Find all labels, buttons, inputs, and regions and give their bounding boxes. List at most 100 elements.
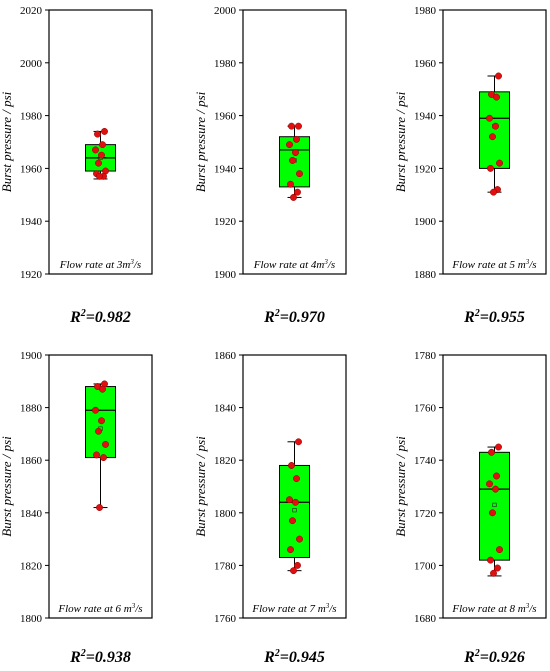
- panel-2: 1900 1920 1940 1960 1980 2000 Burst pressure /…: [193, 5, 347, 326]
- data-point: [286, 141, 293, 149]
- r2-label: R2=0.945: [263, 648, 325, 666]
- y-tick-label: 1940: [414, 111, 437, 123]
- data-point: [287, 546, 294, 554]
- data-point: [292, 498, 299, 506]
- data-point: [96, 504, 103, 511]
- data-point: [494, 564, 501, 572]
- data-point: [96, 172, 103, 180]
- r2-label: R2=0.938: [69, 648, 131, 666]
- data-point: [495, 443, 502, 451]
- data-point: [493, 472, 500, 480]
- y-tick-label: 1840: [20, 508, 43, 520]
- data-point: [102, 440, 109, 448]
- data-point: [493, 93, 500, 101]
- x-axis-label: Flow rate at 3m3/s: [59, 258, 141, 271]
- panel-4: 1800 1820 1840 1860 1880 1900 Burst pressure /…: [0, 350, 153, 666]
- data-point: [486, 480, 493, 488]
- data-point: [293, 475, 300, 483]
- data-point: [95, 427, 102, 435]
- box-mean: [492, 502, 497, 508]
- y-tick-label: 1980: [214, 58, 237, 70]
- plot-frame: [442, 9, 547, 275]
- y-tick-label: 1980: [20, 111, 43, 123]
- data-point: [296, 170, 303, 178]
- y-tick-label: 1960: [20, 163, 43, 175]
- data-point: [92, 406, 99, 414]
- y-tick-label: 1880: [20, 403, 43, 415]
- data-point: [490, 569, 497, 577]
- data-point: [99, 385, 106, 393]
- y-tick-label: 1700: [414, 560, 437, 572]
- data-point: [94, 130, 101, 138]
- y-tick-label: 2000: [20, 58, 43, 70]
- data-point: [289, 157, 296, 164]
- data-point: [93, 451, 100, 459]
- y-axis-label: Burst pressure / psi: [193, 436, 208, 537]
- y-tick-label: 1880: [414, 269, 437, 281]
- data-point: [294, 561, 301, 569]
- data-point: [496, 159, 503, 167]
- y-tick-label: 1900: [414, 216, 437, 228]
- data-point: [98, 417, 105, 425]
- data-point: [486, 114, 493, 122]
- panel-3: 1880 1900 1920 1940 1960 1980 Burst pressure /…: [393, 5, 547, 326]
- y-tick-label: 1740: [414, 455, 437, 467]
- y-tick-label: 1820: [214, 455, 237, 467]
- y-tick-label: 1900: [20, 350, 43, 362]
- data-point: [294, 188, 301, 196]
- data-point: [92, 146, 99, 154]
- plot-frame: [48, 9, 153, 275]
- y-tick-label: 1960: [414, 58, 437, 70]
- y-tick-label: 1980: [414, 5, 437, 17]
- data-point: [288, 462, 295, 469]
- y-tick-label: 1920: [20, 269, 43, 281]
- y-axis-label: Burst pressure / psi: [0, 91, 14, 192]
- box-iqr: [479, 451, 510, 561]
- y-axis-label: Burst pressure / psi: [0, 436, 14, 537]
- y-tick-label: 1780: [214, 560, 237, 572]
- data-point: [290, 567, 297, 575]
- y-tick-label: 1800: [214, 508, 237, 520]
- y-tick-label: 1720: [414, 508, 437, 520]
- data-point: [286, 496, 293, 504]
- plot-frame: [48, 354, 153, 619]
- y-tick-label: 1860: [214, 350, 237, 362]
- data-point: [490, 188, 497, 196]
- box-iqr: [479, 91, 510, 169]
- x-axis-label: Flow rate at 5 m3/s: [451, 258, 536, 271]
- plot-frame: [242, 9, 347, 275]
- y-axis-label: Burst pressure / psi: [393, 436, 408, 537]
- data-point: [290, 193, 297, 201]
- data-point: [487, 556, 494, 564]
- data-point: [288, 122, 295, 130]
- data-point: [492, 122, 499, 130]
- y-tick-label: 1680: [414, 613, 437, 625]
- x-axis-label: Flow rate at 7 m3/s: [251, 602, 336, 615]
- y-tick-label: 1840: [214, 403, 237, 415]
- y-tick-label: 1780: [414, 350, 437, 362]
- y-tick-label: 1940: [214, 163, 237, 175]
- data-point: [492, 485, 499, 493]
- plot-frame: [242, 354, 347, 619]
- panel-6: 1680 1700 1720 1740 1760 1780 Burst pressure /…: [393, 350, 547, 666]
- panel-5: 1760 1780 1800 1820 1840 1860 Burst pressure /…: [193, 350, 347, 666]
- y-tick-label: 1960: [214, 111, 237, 123]
- data-point: [289, 517, 296, 525]
- y-tick-label: 1920: [414, 163, 437, 175]
- x-axis-label: Flow rate at 4m3/s: [253, 258, 335, 271]
- data-point: [487, 164, 494, 172]
- y-tick-label: 1920: [214, 216, 237, 228]
- data-point: [98, 151, 105, 159]
- y-tick-label: 2000: [214, 5, 237, 17]
- data-point: [489, 133, 496, 141]
- r2-label: R2=0.982: [69, 308, 131, 326]
- data-point: [295, 122, 302, 130]
- data-point: [100, 454, 107, 462]
- data-point: [287, 180, 294, 188]
- data-point: [489, 509, 496, 517]
- panel-1: 1920 1940 1960 1980 2000 2020 Burst pressure /…: [0, 5, 153, 326]
- y-tick-label: 1760: [214, 613, 237, 625]
- data-point: [495, 72, 502, 80]
- y-tick-label: 1860: [20, 455, 43, 467]
